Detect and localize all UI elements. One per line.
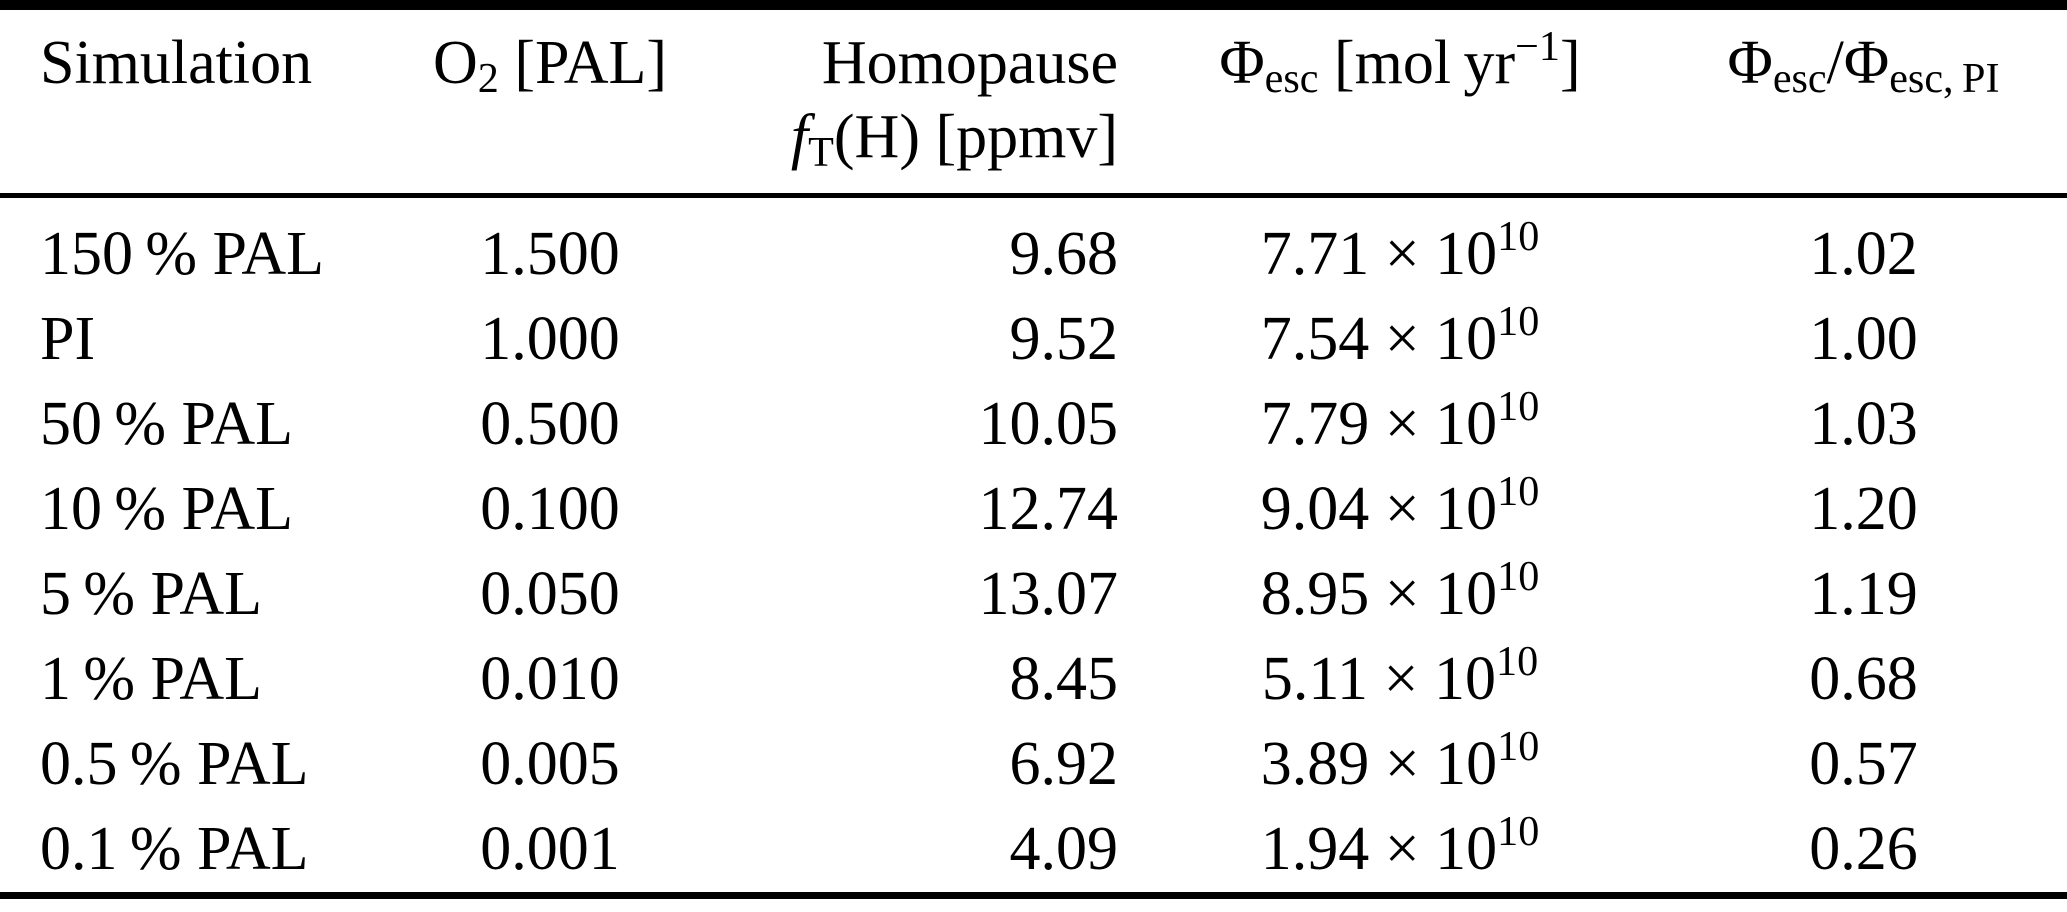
- cell-phi-esc-ratio: 1.19: [1809, 559, 1918, 628]
- col-header-homopause: Homopause fT(H) [ppmv]: [670, 5, 1140, 198]
- cell-o2-pal: 0.010: [480, 644, 620, 713]
- cell-homopause: 12.74: [978, 474, 1119, 543]
- cell-simulation: 150 % PAL: [40, 219, 324, 288]
- col-header-simulation: Simulation: [0, 5, 430, 198]
- cell-phi-esc-ratio: 0.26: [1809, 814, 1918, 883]
- header-label: Simulation: [40, 29, 313, 97]
- cell-simulation: 0.1 % PAL: [40, 814, 309, 883]
- cell-homopause: 6.92: [1009, 729, 1119, 798]
- cell-o2-pal: 0.005: [480, 729, 620, 798]
- cell-o2-pal: 1.000: [480, 304, 620, 373]
- header-label: O2 [PAL]: [432, 29, 668, 103]
- header-line-1: Homopause: [821, 29, 1118, 97]
- cell-o2-pal: 0.001: [480, 814, 620, 883]
- table-row: 1 % PAL 0.010 8.45 5.11 × 1010 0.68: [0, 637, 2067, 722]
- cell-simulation: 5 % PAL: [40, 559, 262, 628]
- table-row: 0.5 % PAL 0.005 6.92 3.89 × 1010 0.57: [0, 722, 2067, 807]
- cell-simulation: PI: [40, 304, 96, 373]
- cell-phi-esc: 8.95 × 1010: [1260, 553, 1540, 628]
- cell-phi-esc-ratio: 0.57: [1809, 729, 1918, 798]
- cell-phi-esc: 7.79 × 1010: [1260, 383, 1540, 458]
- cell-simulation: 0.5 % PAL: [40, 729, 309, 798]
- header-row: Simulation O2 [PAL] Homopause fT(H) [ppm…: [0, 5, 2067, 198]
- cell-o2-pal: 0.100: [480, 474, 620, 543]
- table-body: 150 % PAL 1.500 9.68 7.71 × 1010 1.02 PI…: [0, 195, 2067, 895]
- cell-phi-esc-ratio: 0.68: [1809, 644, 1918, 713]
- cell-simulation: 1 % PAL: [40, 644, 262, 713]
- table-row: 0.1 % PAL 0.001 4.09 1.94 × 1010 0.26: [0, 807, 2067, 896]
- cell-phi-esc-ratio: 1.20: [1809, 474, 1918, 543]
- cell-phi-esc: 7.71 × 1010: [1260, 213, 1540, 288]
- cell-phi-esc: 9.04 × 1010: [1260, 468, 1540, 543]
- cell-o2-pal: 0.500: [480, 389, 620, 458]
- header-label: Φesc [mol yr−1]: [1219, 22, 1581, 103]
- table-row: 10 % PAL 0.100 12.74 9.04 × 1010 1.20: [0, 467, 2067, 552]
- cell-o2-pal: 1.500: [480, 219, 620, 288]
- cell-o2-pal: 0.050: [480, 559, 620, 628]
- col-header-phi-esc-ratio: Φesc/Φesc, PI: [1660, 5, 2067, 198]
- cell-phi-esc-ratio: 1.02: [1809, 219, 1918, 288]
- cell-simulation: 10 % PAL: [40, 474, 293, 543]
- cell-phi-esc: 5.11 × 1010: [1261, 638, 1539, 713]
- table-row: PI 1.000 9.52 7.54 × 1010 1.00: [0, 297, 2067, 382]
- header-label: Φesc/Φesc, PI: [1727, 29, 2000, 103]
- cell-simulation: 50 % PAL: [40, 389, 293, 458]
- col-header-o2-pal: O2 [PAL]: [430, 5, 670, 198]
- cell-homopause: 13.07: [978, 559, 1119, 628]
- header-line-2: fT(H) [ppmv]: [790, 103, 1118, 177]
- cell-phi-esc: 1.94 × 1010: [1260, 808, 1540, 883]
- cell-phi-esc: 7.54 × 1010: [1260, 298, 1540, 373]
- cell-homopause: 4.09: [1009, 814, 1119, 883]
- table-row: 50 % PAL 0.500 10.05 7.79 × 1010 1.03: [0, 382, 2067, 467]
- cell-phi-esc-ratio: 1.03: [1809, 389, 1918, 458]
- cell-phi-esc: 3.89 × 1010: [1260, 723, 1540, 798]
- cell-homopause: 10.05: [978, 389, 1119, 458]
- cell-homopause: 9.52: [1009, 304, 1119, 373]
- cell-homopause: 9.68: [1009, 219, 1119, 288]
- col-header-phi-esc: Φesc [mol yr−1]: [1140, 5, 1660, 198]
- table-row: 150 % PAL 1.500 9.68 7.71 × 1010 1.02: [0, 195, 2067, 297]
- table-row: 5 % PAL 0.050 13.07 8.95 × 1010 1.19: [0, 552, 2067, 637]
- table-header: Simulation O2 [PAL] Homopause fT(H) [ppm…: [0, 5, 2067, 198]
- cell-homopause: 8.45: [1009, 644, 1119, 713]
- cell-phi-esc-ratio: 1.00: [1809, 304, 1918, 373]
